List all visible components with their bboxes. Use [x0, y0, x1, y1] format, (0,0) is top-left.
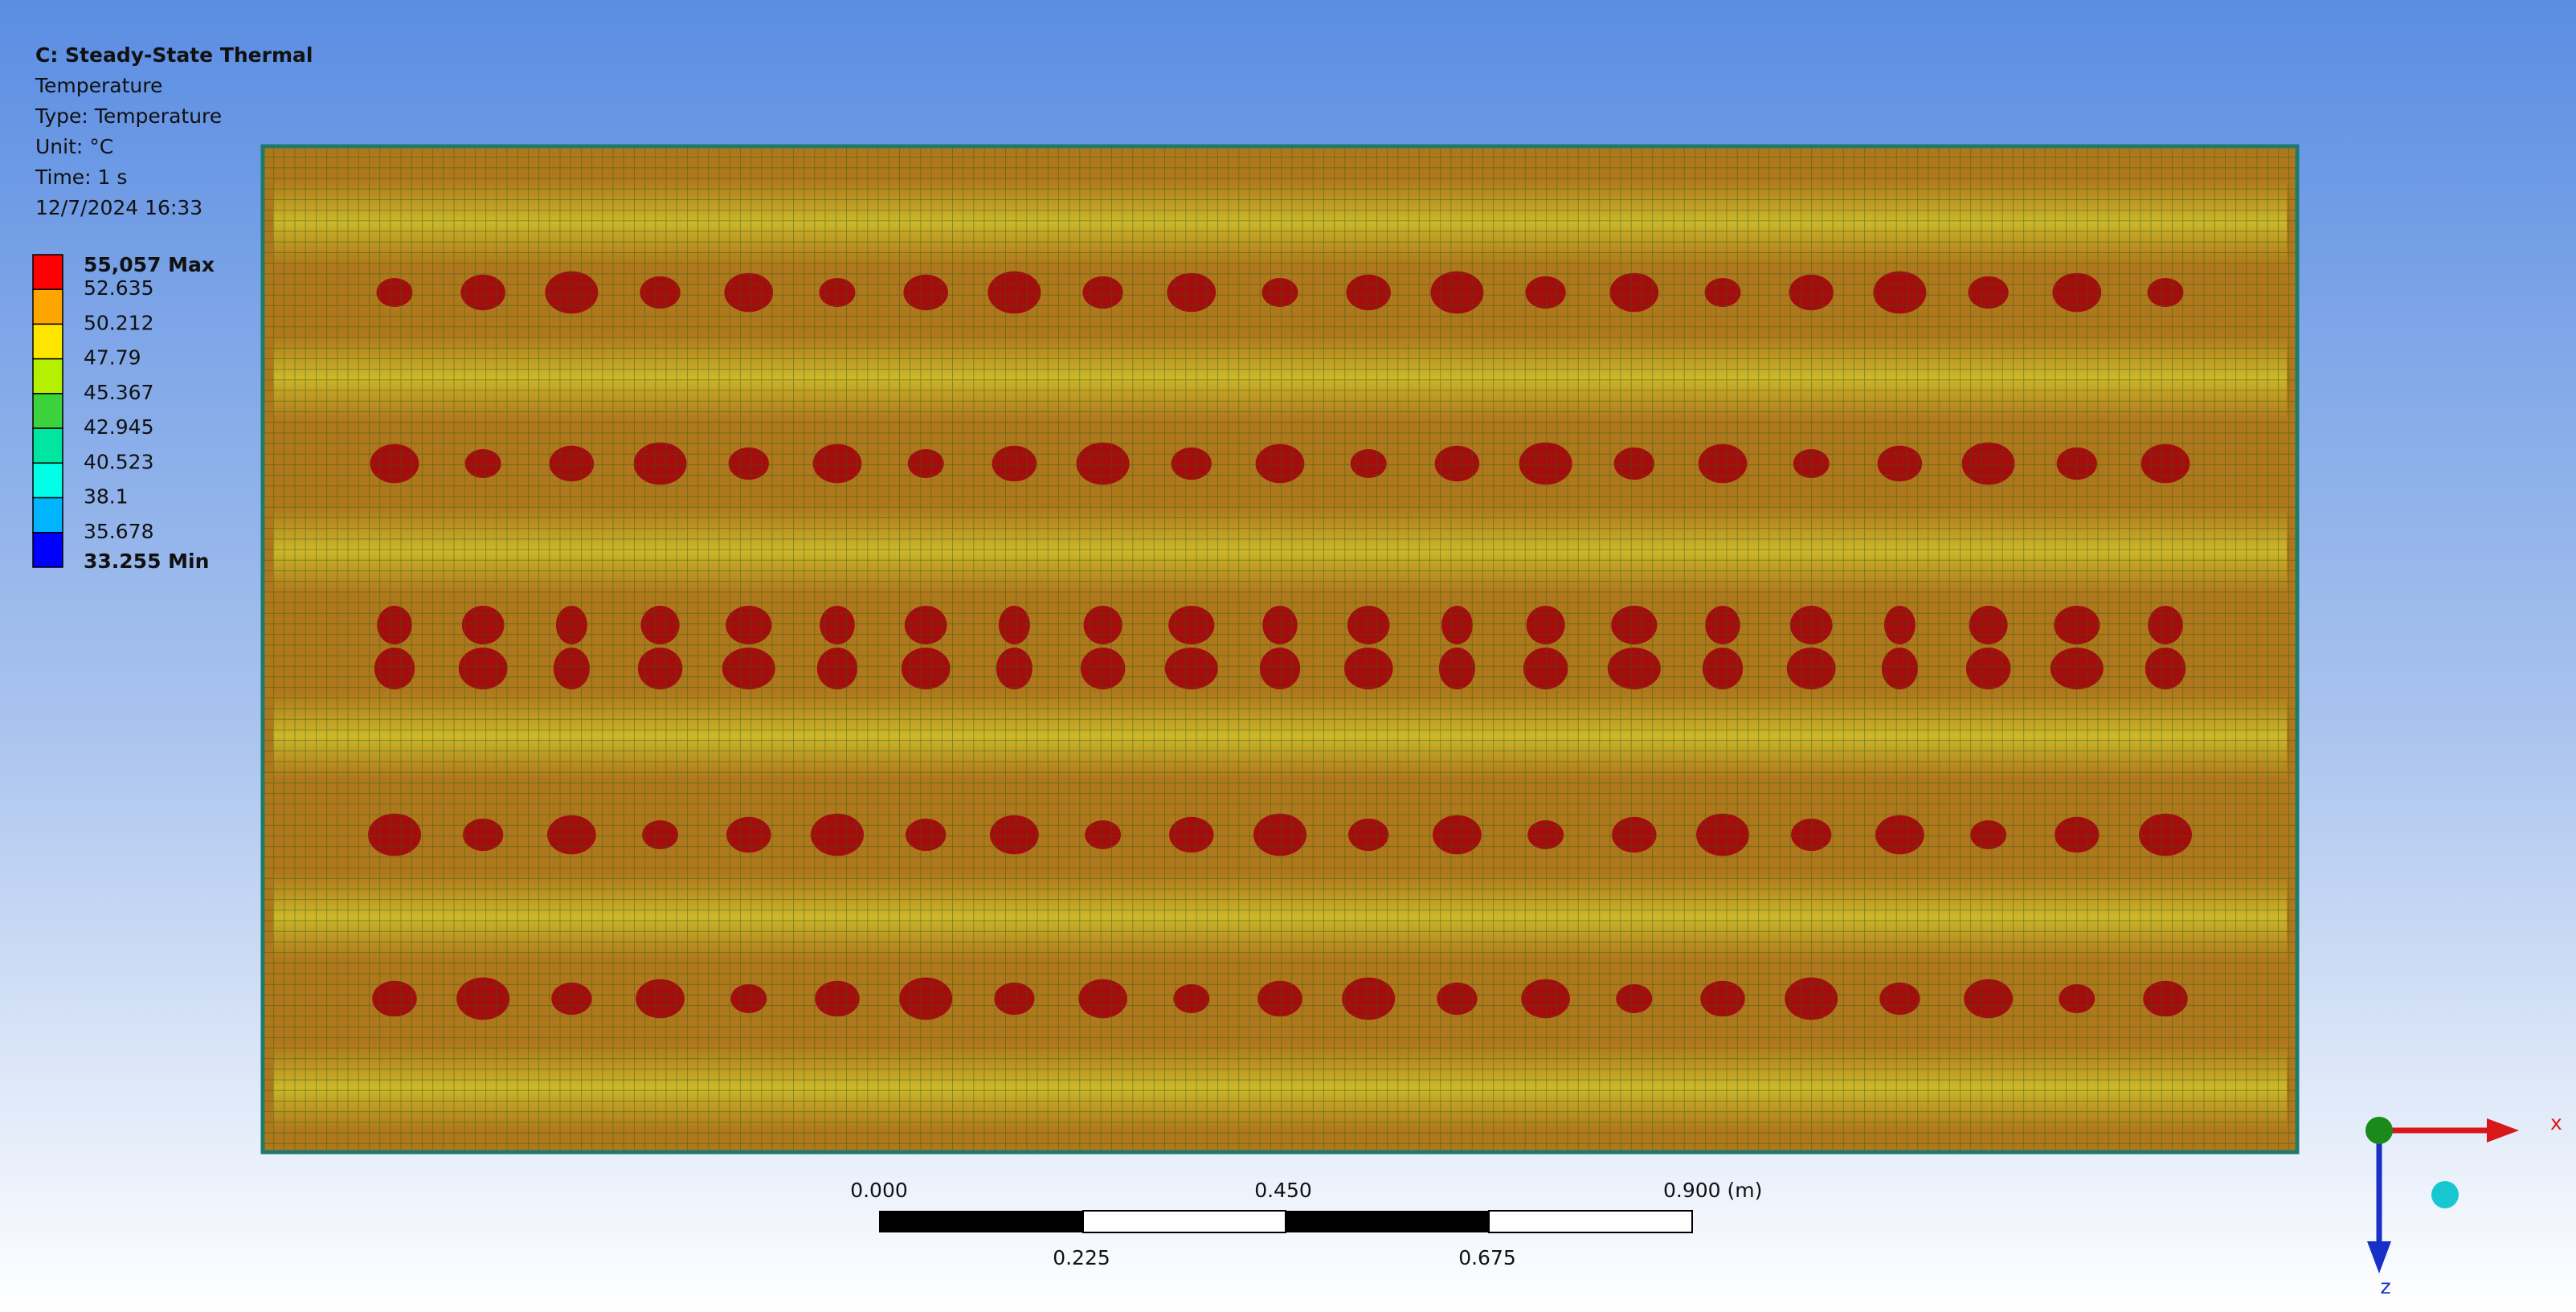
axis-triad: x z — [2365, 1111, 2562, 1298]
legend-swatch — [32, 358, 63, 394]
legend-label: 47.79 — [84, 346, 141, 370]
legend-swatch — [32, 323, 63, 360]
legend-swatch — [32, 393, 63, 429]
contour-plot — [260, 144, 2300, 1155]
z-axis-label: z — [2380, 1275, 2390, 1298]
scale-segment — [1488, 1210, 1693, 1233]
legend-label: 50.212 — [84, 311, 153, 334]
scale-label: 0.900 (m) — [1663, 1179, 1762, 1202]
detail-line: Type: Temperature — [35, 104, 222, 128]
scale-segment — [879, 1211, 1083, 1232]
mesh-grid — [263, 146, 2297, 1152]
legend-label: 35.678 — [84, 520, 153, 543]
detail-line: Time: 1 s — [35, 166, 127, 189]
legend-swatch — [32, 462, 63, 499]
iso-ball — [2431, 1181, 2459, 1208]
scale-label: 0.675 — [1458, 1246, 1516, 1269]
x-axis-head — [2487, 1118, 2519, 1142]
legend-swatch — [32, 532, 63, 568]
detail-line: Temperature — [35, 74, 162, 97]
legend-swatch — [32, 254, 63, 290]
z-axis-head — [2367, 1241, 2391, 1273]
scale-label: 0.000 — [850, 1179, 908, 1202]
legend-label: 52.635 — [84, 276, 153, 300]
legend-swatch — [32, 427, 63, 464]
result-title: C: Steady-State Thermal — [35, 43, 313, 67]
scale-segment — [1082, 1210, 1286, 1233]
legend-swatch — [32, 497, 63, 533]
x-axis-label: x — [2550, 1111, 2562, 1134]
detail-line: Unit: °C — [35, 135, 113, 158]
legend-label: 40.523 — [84, 450, 153, 473]
scale-bar: 0.000 0.450 0.900 (m) 0.225 0.675 — [850, 1179, 1762, 1269]
scale-label: 0.225 — [1053, 1246, 1110, 1269]
model-border — [260, 144, 2300, 1155]
details: C: Steady-State Thermal Temperature Type:… — [35, 43, 313, 219]
legend-label: 42.945 — [84, 415, 153, 439]
scale-segment — [1286, 1211, 1489, 1232]
legend-label: 55,057 Max — [84, 253, 215, 276]
legend-swatch — [32, 288, 63, 325]
scale-label: 0.450 — [1254, 1179, 1312, 1202]
legend-label: 38.1 — [84, 485, 129, 509]
y-axis-ball — [2365, 1117, 2393, 1144]
legend-label: 45.367 — [84, 381, 153, 404]
legend-label: 33.255 Min — [84, 550, 209, 573]
detail-line: 12/7/2024 16:33 — [35, 196, 202, 219]
